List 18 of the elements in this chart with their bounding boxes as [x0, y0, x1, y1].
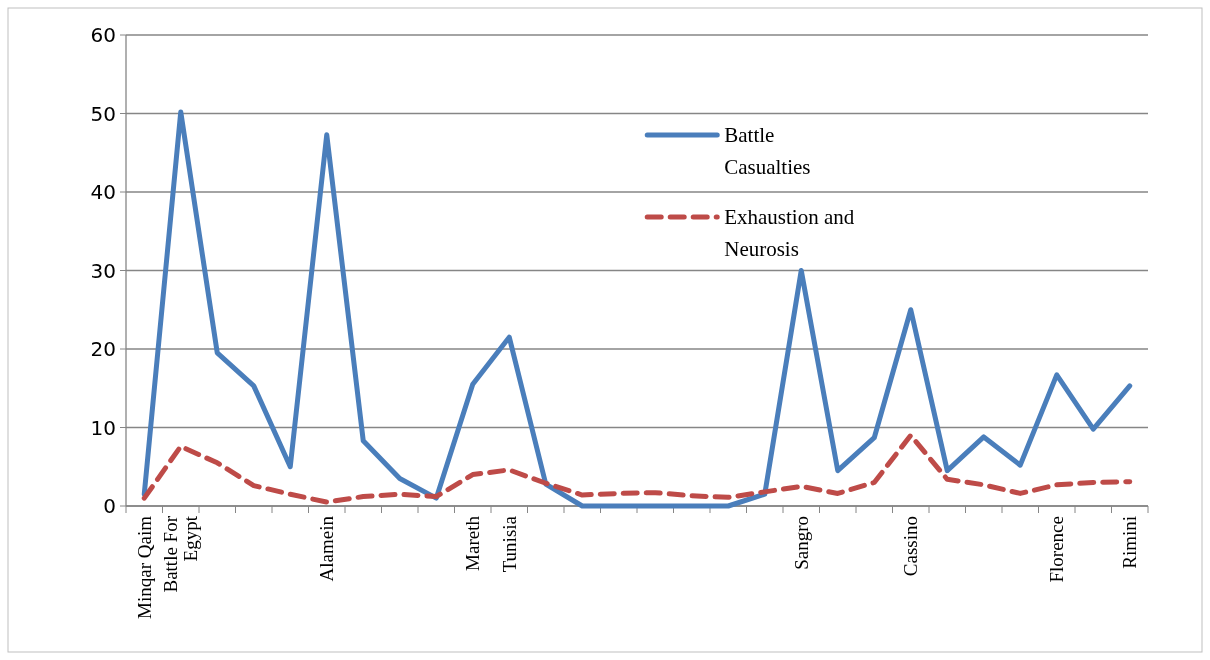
y-tick-label: 20 [90, 337, 116, 361]
x-tick-label: Sangro [790, 516, 812, 570]
x-tick-label: Minqar Qaim [133, 515, 155, 619]
legend-label: Battle Casualties [724, 123, 811, 180]
y-tick-label: 60 [90, 23, 116, 47]
x-tick-label: Alamein [316, 515, 338, 582]
x-tick-label: Rimini [1119, 516, 1141, 569]
x-tick-label: Cassino [900, 516, 922, 577]
x-tick-label: Mareth [462, 515, 484, 571]
y-tick-label: 10 [90, 415, 116, 440]
y-tick-label: 50 [90, 101, 116, 126]
y-tick-label: 30 [90, 258, 116, 283]
x-tick-label: Battle For Egypt [160, 515, 202, 593]
y-tick-label: 0 [103, 494, 116, 518]
legend-label: Exhaustion and Neurosis [724, 205, 855, 262]
x-tick-label: Tunisia [498, 515, 520, 573]
y-tick-label: 40 [90, 180, 116, 204]
x-tick-label: Florence [1046, 516, 1068, 583]
